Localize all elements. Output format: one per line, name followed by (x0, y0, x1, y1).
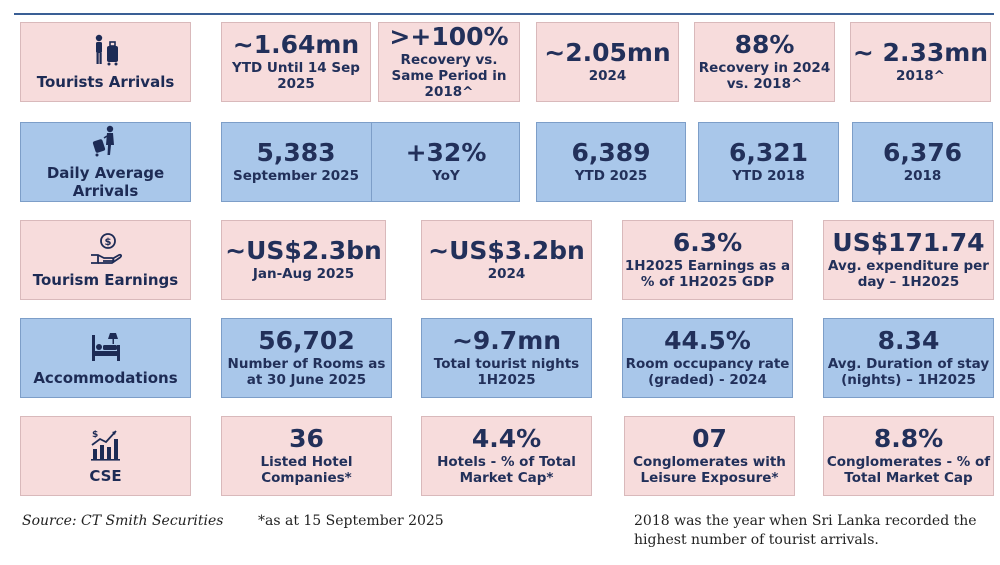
stat-cell: 88% Recovery in 2024 vs. 2018^ (694, 22, 835, 102)
label-tourist-arrivals: Tourists Arrivals (20, 22, 191, 102)
top-rule (14, 13, 994, 15)
stat-caption: Avg. expenditure per day – 1H2025 (828, 257, 989, 291)
stat-cell: ~ 2.33mn 2018^ (850, 22, 991, 102)
traveler-walking-icon (92, 125, 114, 157)
stat-caption: Recovery in 2024 vs. 2018^ (698, 59, 831, 93)
label-tourism-earnings: $ Tourism Earnings (20, 220, 191, 300)
traveler-luggage-icon (95, 34, 118, 66)
stat-cell: +32% YoY (372, 122, 520, 202)
stat-value: 07 (692, 423, 727, 453)
stat-value: ~1.64mn (232, 29, 360, 59)
stat-value: ~ 2.33mn (852, 37, 989, 67)
stat-caption: 2024 (588, 68, 627, 85)
bed-icon (91, 333, 120, 361)
stat-value: 4.4% (471, 423, 542, 453)
stat-cell: 4.4% Hotels - % of Total Market Cap* (421, 416, 592, 496)
stat-cell: 6.3% 1H2025 Earnings as a % of 1H2025 GD… (622, 220, 793, 300)
stat-caption: YTD Until 14 Sep 2025 (232, 59, 360, 93)
stat-cell: ~US$3.2bn 2024 (421, 220, 592, 300)
stat-value: 8.34 (877, 325, 940, 355)
row-label: CSE (89, 467, 122, 485)
stat-caption: 2018^ (896, 68, 945, 85)
row-label: Tourism Earnings (32, 271, 179, 289)
stat-cell: ~9.7mn Total tourist nights 1H2025 (421, 318, 592, 398)
stat-caption: Conglomerates - % of Total Market Cap (826, 453, 991, 487)
stat-cell: 44.5% Room occupancy rate (graded) - 202… (622, 318, 793, 398)
source-note: Source: CT Smith Securities (22, 513, 224, 529)
stat-caption: YTD 2025 (574, 168, 648, 185)
stat-caption: Conglomerates with Leisure Exposure* (633, 453, 786, 487)
label-cse: $ CSE (20, 416, 191, 496)
stat-cell: 6,321 YTD 2018 (698, 122, 839, 202)
svg-text:$: $ (92, 430, 98, 440)
stat-value: ~US$2.3bn (225, 235, 382, 265)
stat-cell: >+100% Recovery vs. Same Period in 2018^ (378, 22, 520, 102)
stat-caption: YTD 2018 (732, 168, 805, 185)
stat-caption: September 2025 (233, 168, 359, 185)
row-label: Daily Average Arrivals (46, 164, 165, 200)
stat-cell: ~US$2.3bn Jan-Aug 2025 (221, 220, 386, 300)
stat-cell: 6,389 YTD 2025 (536, 122, 686, 202)
stat-cell: 8.34 Avg. Duration of stay (nights) – 1H… (823, 318, 994, 398)
stat-value: 6.3% (672, 227, 743, 257)
label-daily-average-arrivals: Daily Average Arrivals (20, 122, 191, 202)
label-accommodations: Accommodations (20, 318, 191, 398)
row-label: Accommodations (33, 369, 178, 387)
stat-caption: 2018 (903, 168, 942, 185)
stat-caption: YoY (432, 168, 460, 185)
stat-cell: 8.8% Conglomerates - % of Total Market C… (823, 416, 994, 496)
stat-caption: Recovery vs. Same Period in 2018^ (391, 51, 507, 101)
svg-text:$: $ (104, 237, 111, 248)
stat-cell: 07 Conglomerates with Leisure Exposure* (624, 416, 795, 496)
stat-value: 56,702 (258, 325, 355, 355)
stat-cell: 6,376 2018 (852, 122, 993, 202)
stat-cell: 5,383 September 2025 (221, 122, 371, 202)
stat-caption: Room occupancy rate (graded) - 2024 (625, 355, 790, 389)
stat-value: 44.5% (664, 325, 751, 355)
stat-value: ~9.7mn (451, 325, 562, 355)
stat-caption: 1H2025 Earnings as a % of 1H2025 GDP (624, 257, 791, 291)
remark-note: 2018 was the year when Sri Lanka recorde… (634, 513, 977, 548)
stat-value: 6,376 (882, 137, 963, 167)
stat-caption: Listed Hotel Companies* (260, 453, 353, 487)
stat-value: 6,389 (571, 137, 651, 167)
stat-caption: Number of Rooms as at 30 June 2025 (227, 355, 386, 389)
stat-value: 8.8% (873, 423, 944, 453)
stat-cell: 56,702 Number of Rooms as at 30 June 202… (221, 318, 392, 398)
stat-value: ~2.05mn (544, 37, 671, 67)
stat-caption: Avg. Duration of stay (nights) – 1H2025 (827, 355, 990, 389)
stat-caption: Jan-Aug 2025 (252, 266, 355, 283)
stat-value: +32% (405, 137, 487, 167)
stat-caption: Total tourist nights 1H2025 (433, 355, 580, 389)
stat-cell: US$171.74 Avg. expenditure per day – 1H2… (823, 220, 994, 300)
stat-value: 36 (289, 423, 324, 453)
stat-cell: ~1.64mn YTD Until 14 Sep 2025 (221, 22, 371, 102)
stat-value: >+100% (389, 21, 509, 51)
money-hand-icon: $ (90, 233, 122, 264)
stat-cell: ~2.05mn 2024 (536, 22, 679, 102)
stat-caption: 2024 (487, 266, 526, 283)
row-label: Tourists Arrivals (36, 73, 175, 91)
stat-value: US$171.74 (832, 227, 985, 257)
stat-caption: Hotels - % of Total Market Cap* (437, 453, 576, 487)
stat-value: 88% (734, 29, 795, 59)
stock-chart-icon: $ (90, 430, 120, 461)
cell-divider (371, 122, 372, 202)
stat-group (221, 122, 520, 202)
stat-value: 5,383 (256, 137, 336, 167)
stat-cell: 36 Listed Hotel Companies* (221, 416, 392, 496)
stat-value: 6,321 (728, 137, 809, 167)
date-footnote: *as at 15 September 2025 (258, 513, 444, 529)
stat-value: ~US$3.2bn (428, 235, 585, 265)
